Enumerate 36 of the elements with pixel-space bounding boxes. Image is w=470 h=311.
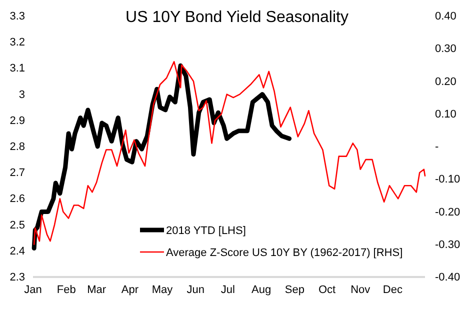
x-tick-label: Jan <box>24 284 42 296</box>
chart-title: US 10Y Bond Yield Seasonality <box>126 9 348 26</box>
x-tick-label: Jun <box>186 284 204 296</box>
y-tick-label: 2.4 <box>10 245 25 258</box>
y-tick-label: 2.6 <box>10 193 25 206</box>
x-tick-label: Oct <box>318 284 336 296</box>
y-tick-label: 2.3 <box>10 272 25 284</box>
y-tick-label: 3.1 <box>10 62 25 75</box>
legend-label: Average Z-Score US 10Y BY (1962-2017) [RHS] <box>166 247 403 259</box>
y2-tick-label: 0.30 <box>435 43 456 56</box>
y2-tick-label: -0.20 <box>435 206 460 218</box>
y-tick-label: 3.3 <box>10 10 25 23</box>
y2-tick-label: 0.20 <box>435 76 456 88</box>
y2-tick-label: -0.30 <box>435 238 460 251</box>
y-tick-label: 2.8 <box>10 141 25 154</box>
y2-tick-label: 0.40 <box>435 10 456 23</box>
x-tick-label: Jul <box>220 284 235 296</box>
x-tick-label: Sep <box>284 284 304 296</box>
line-series <box>33 61 426 246</box>
y-tick-label: 2.7 <box>10 167 25 180</box>
y2-tick-label: 0.10 <box>435 108 456 120</box>
x-tick-label: Aug <box>252 284 272 296</box>
x-tick-label: May <box>152 284 174 296</box>
x-tick-label: Mar <box>87 284 106 296</box>
y-tick-label: 3.2 <box>10 36 25 49</box>
y2-tick-label: -0.10 <box>435 174 460 186</box>
x-tick-label: Nov <box>350 284 371 296</box>
y-tick-label: 2.9 <box>10 114 25 127</box>
legend-label: 2018 YTD [LHS] <box>166 225 246 237</box>
y-tick-label: 2.5 <box>10 219 25 232</box>
x-tick-label: Apr <box>121 284 139 296</box>
x-tick-label: Feb <box>56 284 76 296</box>
y-tick-label: 3 <box>18 88 25 101</box>
y2-tick-label: -0.40 <box>435 272 460 284</box>
x-tick-label: Dec <box>382 284 403 296</box>
y2-tick-label: - <box>435 141 439 154</box>
